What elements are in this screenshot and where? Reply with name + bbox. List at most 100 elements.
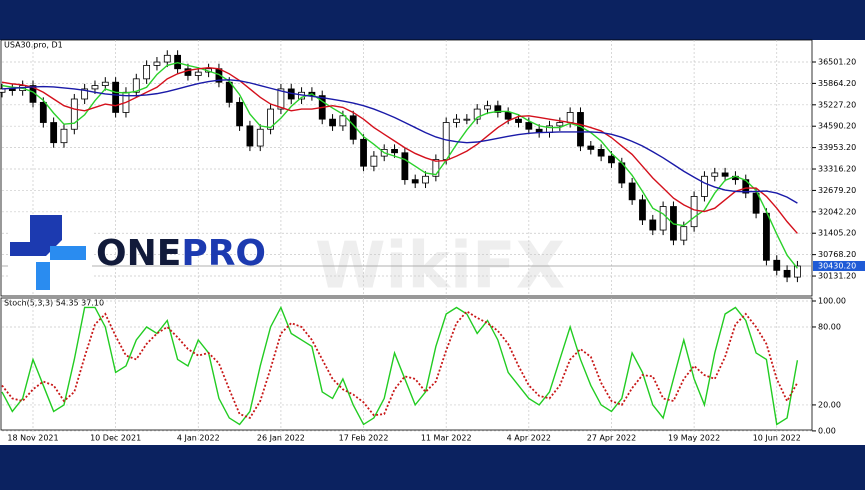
candle-body — [794, 265, 801, 278]
y-tick-label: 20.00 — [818, 400, 841, 409]
watermark: WikiFX — [315, 230, 565, 304]
y-tick-label: 33316.20 — [818, 165, 856, 174]
x-tick-label: 10 Dec 2021 — [90, 434, 141, 443]
candle-body — [360, 138, 367, 167]
candle-body — [701, 175, 708, 197]
candle-body — [194, 71, 202, 76]
candle-body — [256, 128, 264, 147]
y-tick-label: 35864.20 — [818, 79, 856, 88]
candle-body — [0, 88, 6, 93]
candle-body — [752, 192, 760, 214]
x-tick-label: 4 Jan 2022 — [177, 434, 220, 443]
candle-body — [236, 101, 243, 127]
logo-shape — [50, 246, 86, 260]
candle-body — [246, 125, 254, 147]
y-tick-label: 35227.20 — [818, 100, 856, 109]
logo-one: ONE — [96, 233, 181, 274]
candle-body — [597, 149, 605, 157]
logo-shape — [30, 215, 62, 256]
y-tick-label: 32042.20 — [818, 207, 856, 216]
chart-background — [0, 40, 865, 445]
y-tick-label: 34590.20 — [818, 122, 856, 131]
candle-body — [81, 88, 89, 100]
candle-body — [91, 85, 99, 90]
candle-body — [267, 108, 274, 130]
candle-body — [763, 212, 770, 261]
candle-body — [783, 269, 791, 278]
line-series — [1, 79, 798, 204]
x-tick-label: 26 Jan 2022 — [257, 434, 305, 443]
candle-body — [132, 78, 140, 93]
candle-body — [163, 54, 171, 63]
candle-body — [50, 122, 58, 144]
stoch-title: Stoch(5,3,3) 54.35 37.10 — [4, 299, 104, 308]
y-tick-label: 100.00 — [818, 296, 846, 305]
candle-body — [566, 112, 574, 123]
y-tick-label: 30131.20 — [818, 272, 856, 281]
candle-body — [8, 88, 16, 92]
y-tick-label: 0.00 — [818, 426, 836, 435]
candle-body — [649, 219, 657, 231]
line-series — [1, 310, 799, 420]
x-tick-label: 4 Apr 2022 — [507, 434, 551, 443]
current-price-label: 30430.20 — [818, 261, 856, 270]
candle-body — [70, 98, 78, 130]
candle-body — [225, 81, 233, 103]
candle-body — [690, 196, 698, 228]
price-title: USA30.pro, D1 — [4, 41, 63, 50]
candle-body — [525, 122, 533, 130]
y-tick-label: 36501.20 — [818, 58, 856, 67]
candle-body — [391, 149, 398, 154]
candle-body — [577, 112, 584, 147]
candle-body — [401, 152, 409, 181]
y-tick-label: 30768.20 — [818, 250, 856, 259]
candle-body — [101, 81, 109, 86]
candle-body — [453, 118, 460, 123]
candle-body — [153, 61, 161, 66]
candle-body — [112, 81, 120, 113]
candle-body — [339, 115, 347, 127]
candle-body — [422, 175, 429, 184]
x-tick-label: 19 May 2022 — [668, 434, 720, 443]
candle-body — [473, 108, 481, 120]
candle-body — [628, 182, 636, 201]
line-series — [1, 61, 798, 269]
candle-body — [411, 179, 419, 184]
y-tick-label: 31405.20 — [818, 229, 856, 238]
x-tick-label: 10 Jun 2022 — [753, 434, 801, 443]
candle-body — [721, 172, 729, 177]
candle-body — [515, 118, 522, 123]
y-tick-label: 80.00 — [818, 322, 841, 331]
candle-body — [504, 112, 512, 120]
x-tick-label: 11 Mar 2022 — [421, 434, 472, 443]
candle-body — [639, 199, 646, 221]
logo: ONEPRO — [8, 215, 266, 290]
candle-body — [484, 105, 491, 110]
current-price-box — [813, 260, 865, 271]
logo-pro: PRO — [181, 233, 266, 274]
x-tick-label: 18 Nov 2021 — [7, 434, 58, 443]
candle-body — [39, 101, 47, 123]
candle-body — [680, 226, 688, 241]
line-series — [1, 67, 798, 234]
candle-body — [659, 206, 667, 231]
plot-layer: 18 Nov 2021 10 Dec 2021 4 Jan 2022 26 Jan 2… — [0, 40, 865, 443]
line-series — [1, 305, 799, 426]
candle-body — [608, 155, 615, 164]
candle-body — [143, 65, 151, 80]
candle-body — [556, 122, 564, 127]
y-tick-label: 33953.20 — [818, 143, 856, 152]
candle-body — [494, 105, 502, 113]
candle-body — [60, 128, 68, 144]
candle-body — [463, 118, 471, 121]
logo-shape — [36, 262, 50, 290]
stoch-panel-frame — [0, 297, 813, 431]
price-panel-frame — [0, 39, 813, 297]
logo-shape — [10, 242, 30, 256]
y-tick-label: 32679.20 — [818, 186, 856, 195]
candle-body — [329, 118, 336, 127]
candle-body — [370, 155, 378, 167]
logo-text: ONEPRO — [96, 233, 266, 274]
candle-body — [587, 145, 595, 150]
